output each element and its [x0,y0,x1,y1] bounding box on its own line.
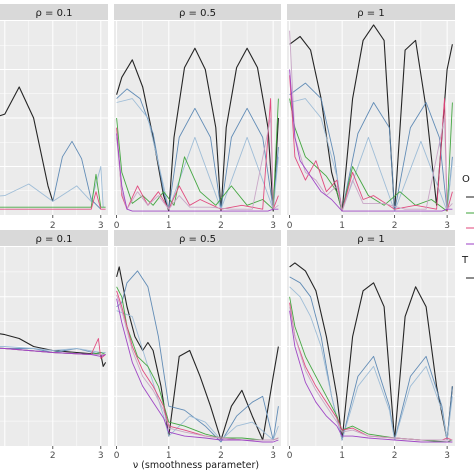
panel-strip [287,230,455,246]
panel-6: ρ = 1 0 1 2 3 [287,230,455,461]
panel-series [0,333,107,367]
panel-gridlines [287,247,455,446]
panel-series [289,24,453,212]
series-line-4 [116,98,279,210]
panel-strip [114,4,281,20]
panel-strip-label: ρ = 0.5 [179,234,216,245]
x-tick-label: 3 [444,221,450,231]
x-tick-label: 3 [270,451,276,461]
panel-gridlines [114,247,281,446]
x-tick-label: 3 [270,221,276,231]
legend-fragments: OT [461,174,474,279]
series-line-4 [0,173,106,208]
series-line-2 [116,270,279,443]
series-line-1 [0,333,107,367]
series-line-7 [116,133,279,212]
series-line-3 [116,310,279,441]
panel-strip [114,230,281,246]
panel-strip-label: ρ = 1 [357,8,384,19]
x-tick-label: 2 [392,451,398,461]
x-tick-label: 3 [98,221,104,231]
panel-strip-label: ρ = 1 [357,234,384,245]
series-line-3 [0,346,106,353]
x-tick-label: 0 [114,451,120,461]
panel-strip-label: ρ = 0.1 [36,234,73,245]
x-tick-label: 1 [339,451,345,461]
x-tick-label: 2 [50,451,56,461]
series-line-5 [289,75,453,212]
series-line-6 [116,294,279,441]
x-tick-label: 2 [50,221,56,231]
legend-title-fragment: T [461,255,469,266]
panel-strip-label: ρ = 0.5 [179,8,216,19]
x-tick-label: 0 [114,221,120,231]
x-tick-label: 3 [444,451,450,461]
series-line-7 [0,347,106,357]
series-line-5 [0,191,106,210]
series-line-7 [116,298,279,443]
panel-series [289,262,453,443]
panel-strip-label: ρ = 0.1 [36,8,73,19]
panel-3: ρ = 1 0 1 2 3 [287,4,455,231]
x-tick-label: 0 [287,451,293,461]
series-line-6 [289,306,453,441]
panel-2: ρ = 0.5 0 1 2 3 [114,4,281,231]
panel-gridlines [0,21,108,215]
series-line-7 [289,310,453,443]
series-line-5 [116,98,279,210]
panel-strip [0,230,108,246]
panel-5: ρ = 0.5 0 1 2 3 [114,230,281,461]
panel-series [116,47,279,212]
series-line-3 [289,98,453,212]
x-tick-label: 2 [218,451,224,461]
x-tick-label: 3 [98,451,104,461]
x-tick-label: 2 [392,221,398,231]
x-tick-label: 1 [166,451,172,461]
series-line-1 [116,47,279,212]
x-tick-label: 2 [218,221,224,231]
legend-title-fragment: O [462,174,470,185]
panel-series [116,266,279,443]
series-line-2 [116,88,279,210]
series-line-1 [289,262,453,441]
series-line-2 [289,82,453,212]
chart-panels: ρ = 0.12 3ρ = 0.50 1 2 3ρ = 10 1 2 3ρ = 0.12 3ρ … [0,4,455,461]
series-line-3 [289,286,453,441]
series-line-2 [289,276,453,441]
x-axis-title: ν (smoothness parameter) [133,460,259,471]
series-line-6 [116,117,279,210]
series-line-7 [289,69,453,212]
panel-strip [0,4,108,20]
series-line-6 [289,30,453,212]
series-line-4 [289,98,453,212]
x-tick-label: 1 [166,221,172,231]
series-line-3 [116,98,279,210]
x-tick-label: 0 [287,221,293,231]
panel-4: ρ = 0.1 2 3 [0,230,108,461]
panel-gridlines [114,21,281,215]
series-line-3 [0,166,104,208]
panel-strip [287,4,455,20]
series-line-1 [0,86,54,202]
x-tick-label: 1 [339,221,345,231]
panel-series [0,86,106,210]
series-line-2 [52,140,102,210]
panel-1: ρ = 0.1 2 3 [0,4,108,231]
series-line-1 [116,266,279,441]
series-line-1 [289,24,453,212]
